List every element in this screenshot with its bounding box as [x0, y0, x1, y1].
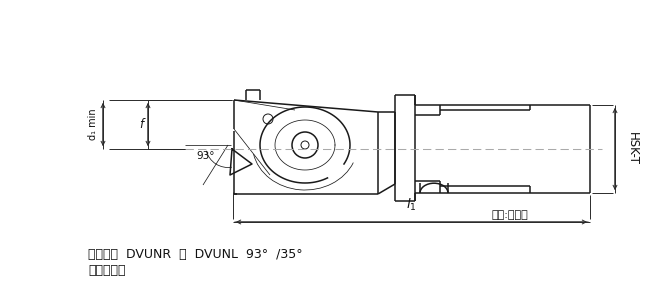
Text: $l_1$: $l_1$	[406, 197, 417, 213]
Text: HSK-T: HSK-T	[626, 132, 639, 165]
Text: f: f	[139, 118, 143, 131]
Text: 负前角刀片: 负前角刀片	[88, 263, 125, 277]
Text: d₁ min: d₁ min	[88, 109, 98, 140]
Text: 视图:右款式: 视图:右款式	[492, 210, 529, 220]
Text: 93°: 93°	[196, 151, 214, 161]
Text: 车刀刀体  DVUNR  ｜  DVUNL  93°  /35°: 车刀刀体 DVUNR ｜ DVUNL 93° /35°	[88, 247, 303, 260]
